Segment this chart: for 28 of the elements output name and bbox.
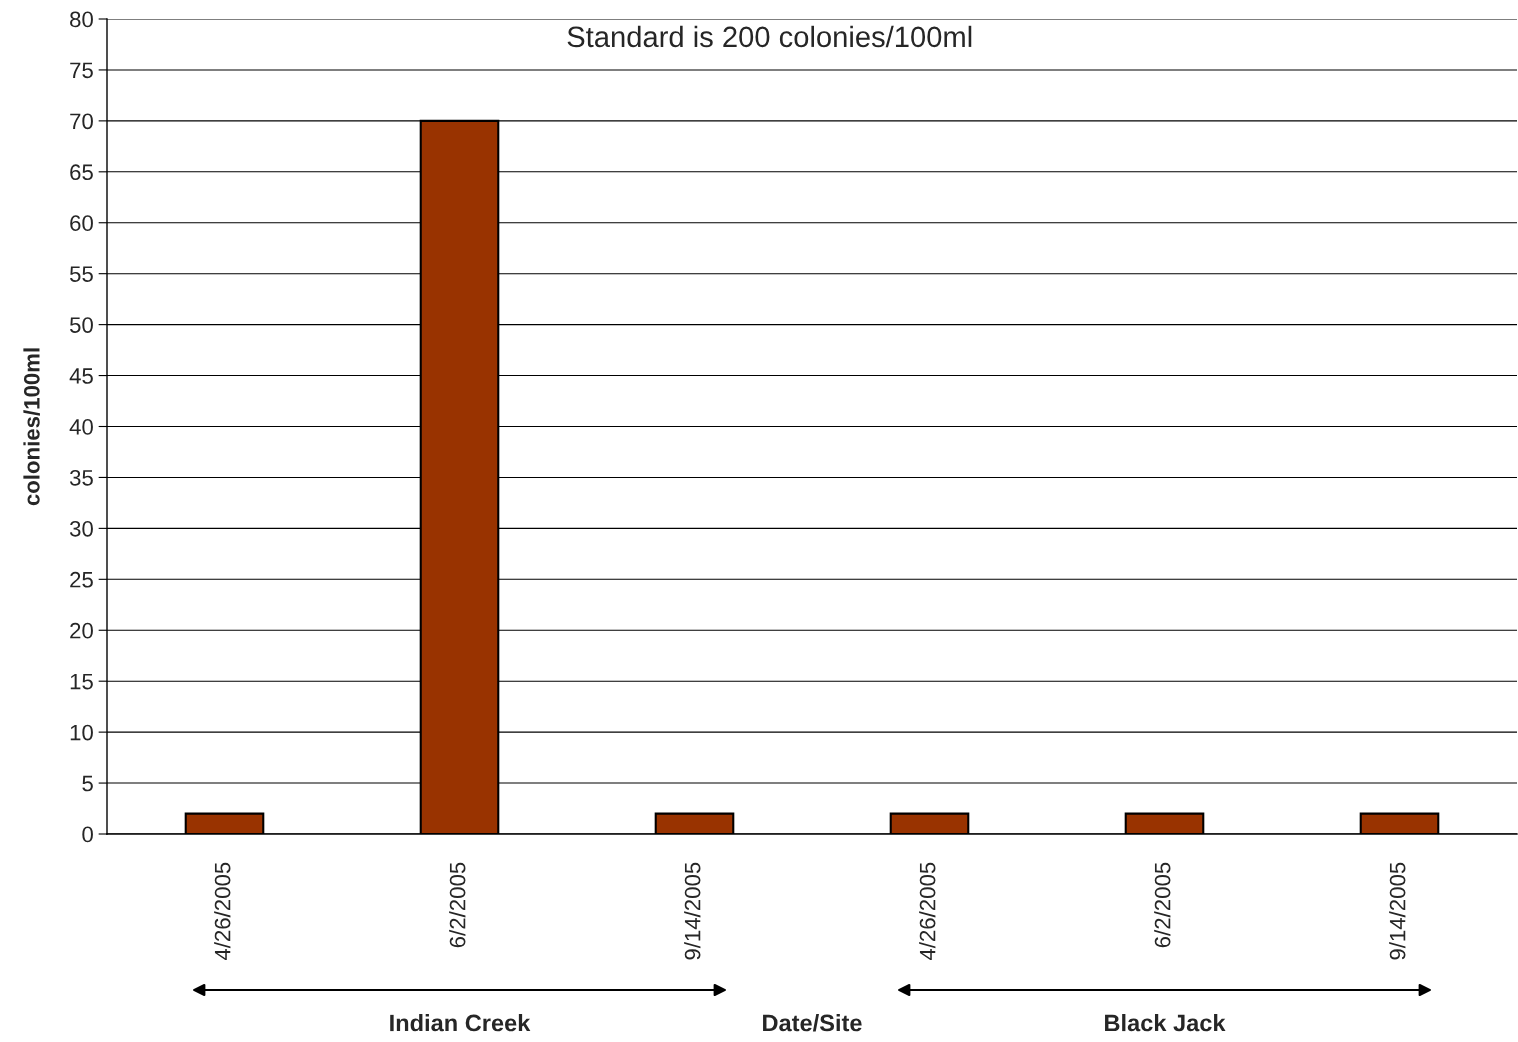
y-tick-label: 0 — [82, 826, 93, 843]
x-tick-label: 4/26/2005 — [214, 862, 231, 961]
y-tick-label: 60 — [70, 215, 93, 232]
y-tick-label: 15 — [70, 673, 93, 690]
y-tick-label: 5 — [82, 775, 93, 792]
y-tick-label: 35 — [69, 469, 93, 486]
y-tick-label: 20 — [70, 622, 93, 639]
x-axis-title: Date/Site — [763, 1014, 862, 1032]
y-tick-label: 80 — [70, 11, 93, 28]
y-tick-label: 70 — [70, 113, 93, 130]
y-tick-label: 10 — [70, 724, 93, 741]
y-axis-title: colonies/100ml — [23, 348, 40, 506]
y-tick-label: 55 — [69, 266, 93, 282]
y-tick-label: 30 — [69, 520, 93, 537]
x-tick-label: 9/14/2005 — [684, 862, 701, 960]
y-tick-label: 40 — [69, 419, 93, 435]
y-tick-label: 75 — [70, 62, 93, 79]
y-tick-label: 45 — [69, 368, 93, 384]
text: Black Jack — [1105, 1014, 1226, 1032]
x-tick-label: 6/2/2005 — [449, 862, 466, 948]
x-tick-label: 6/2/2005 — [1154, 862, 1171, 948]
y-tick-label: 50 — [69, 317, 93, 333]
text: Indian Creek — [390, 1014, 531, 1032]
y-tick-label: 65 — [70, 164, 93, 181]
annotation: Standard is 200 colonies/100ml — [567, 25, 972, 48]
x-tick-label: 9/14/2005 — [1389, 862, 1406, 960]
x-tick-label: 4/26/2005 — [919, 862, 936, 961]
y-tick-label: 25 — [70, 571, 93, 588]
